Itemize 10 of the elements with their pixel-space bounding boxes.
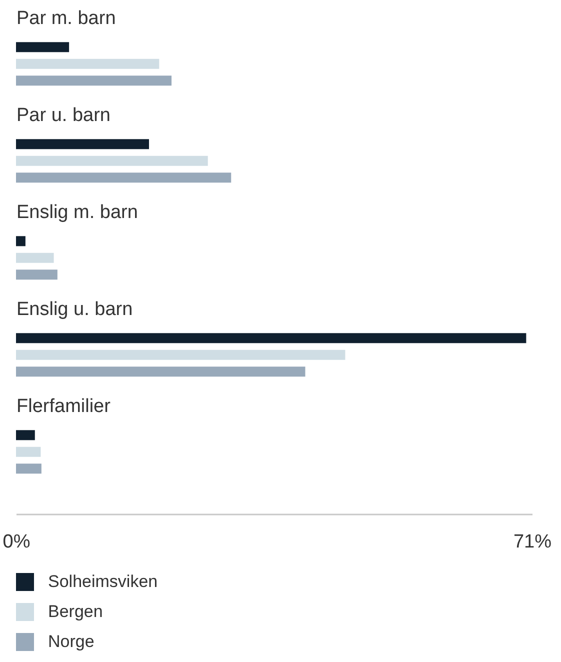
- y-tick-label: Flerfamilier: [16, 396, 112, 418]
- y-tick-label: Par m. barn: [16, 8, 116, 30]
- legend-label: Solheimsviken: [48, 572, 158, 591]
- y-tick-label: Enslig u. barn: [16, 299, 133, 320]
- y-tick-label: Par u. barn: [16, 105, 110, 126]
- x-tick-label: 0%: [2, 532, 30, 552]
- y-tick-label: Enslig m. barn: [16, 202, 138, 224]
- legend-label: Norge: [48, 632, 94, 651]
- legend-label: Bergen: [48, 602, 103, 621]
- x-tick-label: 71%: [513, 532, 552, 552]
